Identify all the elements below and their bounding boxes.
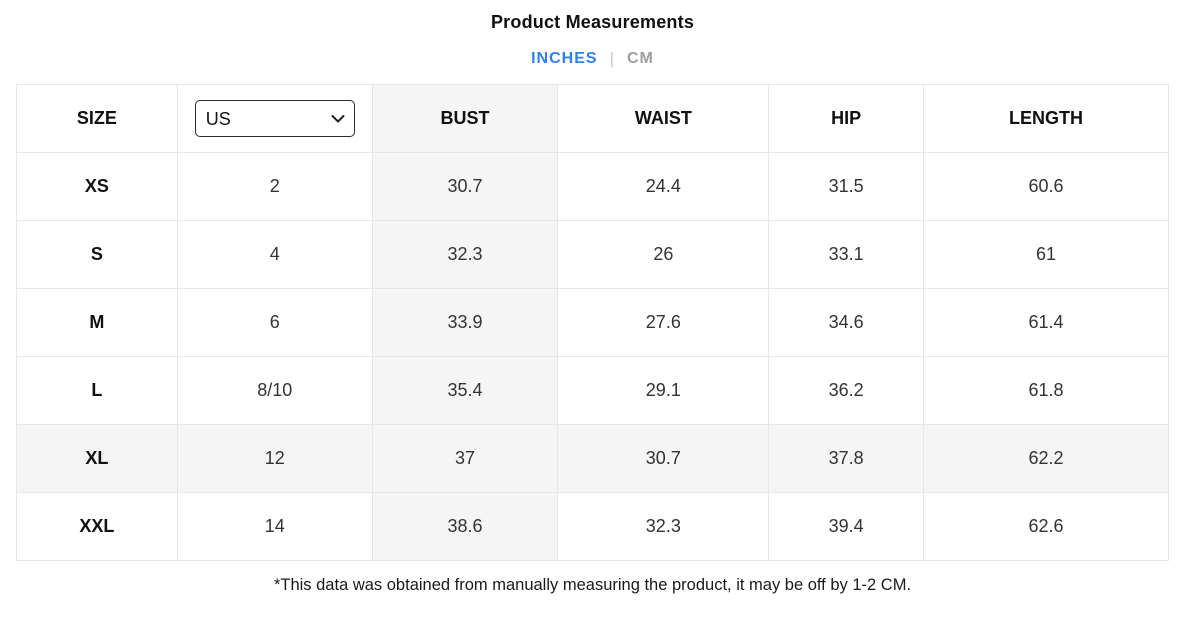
table-header-row: SIZE US BUST WAIST HIP LENGTH xyxy=(16,84,1169,153)
cell-us: 6 xyxy=(176,288,373,357)
header-size: SIZE xyxy=(16,84,178,153)
cell-bust: 30.7 xyxy=(371,152,559,221)
cell-length: 61.4 xyxy=(923,288,1169,357)
cell-waist: 32.3 xyxy=(557,492,770,561)
table-row-l: L 8/10 35.4 29.1 36.2 61.8 xyxy=(16,356,1169,425)
cell-bust: 32.3 xyxy=(371,220,559,289)
cell-hip: 33.1 xyxy=(768,220,925,289)
cell-waist: 24.4 xyxy=(557,152,770,221)
cell-us: 12 xyxy=(176,424,373,493)
header-bust: BUST xyxy=(371,84,559,153)
header-size-system: US xyxy=(176,84,373,153)
cell-size: L xyxy=(16,356,178,425)
table-row-xl-highlighted: XL 12 37 30.7 37.8 62.2 xyxy=(16,424,1169,493)
unit-toggle: INCHES | CM xyxy=(0,49,1185,69)
cell-hip: 39.4 xyxy=(768,492,925,561)
unit-toggle-separator: | xyxy=(609,49,615,68)
table-row-xxl: XXL 14 38.6 32.3 39.4 62.6 xyxy=(16,492,1169,561)
size-system-select-wrap: US xyxy=(194,100,355,137)
page-title: Product Measurements xyxy=(490,12,695,32)
cell-size: S xyxy=(16,220,178,289)
table-row-s: S 4 32.3 26 33.1 61 xyxy=(16,220,1169,289)
measurements-table: SIZE US BUST WAIST HIP LENGTH xyxy=(16,84,1169,561)
cell-hip: 36.2 xyxy=(768,356,925,425)
cell-length: 62.2 xyxy=(923,424,1169,493)
cell-length: 61 xyxy=(923,220,1169,289)
cell-waist: 30.7 xyxy=(557,424,770,493)
cell-hip: 34.6 xyxy=(768,288,925,357)
cell-waist: 26 xyxy=(557,220,770,289)
cell-bust: 38.6 xyxy=(371,492,559,561)
cell-waist: 29.1 xyxy=(557,356,770,425)
cell-waist: 27.6 xyxy=(557,288,770,357)
cell-us: 2 xyxy=(176,152,373,221)
table-row-m: M 6 33.9 27.6 34.6 61.4 xyxy=(16,288,1169,357)
cell-bust: 37 xyxy=(371,424,559,493)
cell-hip: 31.5 xyxy=(768,152,925,221)
unit-inches-tab[interactable]: INCHES xyxy=(531,50,598,67)
table-row-xs: XS 2 30.7 24.4 31.5 60.6 xyxy=(16,152,1169,221)
cell-us: 14 xyxy=(176,492,373,561)
cell-us: 4 xyxy=(176,220,373,289)
cell-length: 60.6 xyxy=(923,152,1169,221)
header-length: LENGTH xyxy=(923,84,1169,153)
header-waist: WAIST xyxy=(557,84,770,153)
cell-length: 62.6 xyxy=(923,492,1169,561)
cell-hip: 37.8 xyxy=(768,424,925,493)
cell-size: M xyxy=(16,288,178,357)
cell-size: XXL xyxy=(16,492,178,561)
measurement-disclaimer: *This data was obtained from manually me… xyxy=(273,576,912,594)
cell-bust: 35.4 xyxy=(371,356,559,425)
cell-us: 8/10 xyxy=(176,356,373,425)
cell-bust: 33.9 xyxy=(371,288,559,357)
cell-length: 61.8 xyxy=(923,356,1169,425)
size-system-select[interactable]: US xyxy=(194,100,355,137)
cell-size: XS xyxy=(16,152,178,221)
header-hip: HIP xyxy=(768,84,925,153)
unit-cm-tab[interactable]: CM xyxy=(626,50,654,67)
cell-size: XL xyxy=(16,424,178,493)
